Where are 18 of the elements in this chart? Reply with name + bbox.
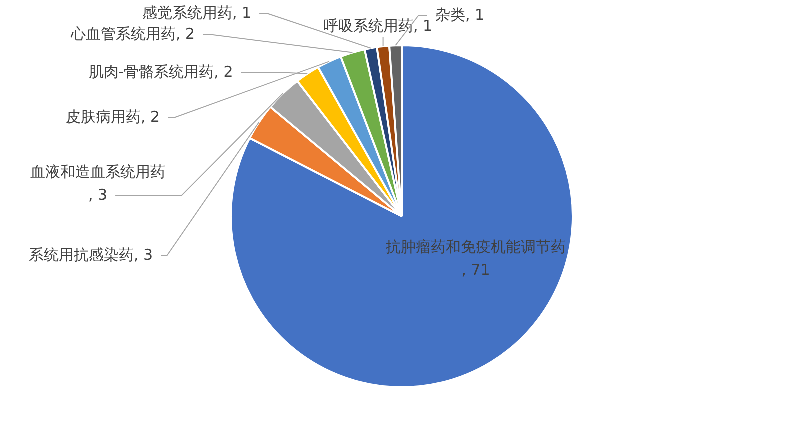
- data-label: , 2: [214, 62, 234, 81]
- slice-label: 杂类: [435, 6, 466, 24]
- slice-label: 血液和造血系统用药: [30, 162, 166, 181]
- data-label: , 2: [140, 108, 160, 126]
- data-label: , 3: [134, 246, 154, 264]
- data-label: , 2: [176, 24, 196, 43]
- slice-label: 肌肉-骨骼系统用药: [88, 62, 214, 81]
- slice-label: 感觉系统用药: [142, 4, 232, 22]
- slice-label: 抗肿瘤药和免疫机能调节药: [386, 238, 566, 256]
- data-label: , 1: [465, 6, 485, 24]
- slice-label: 呼吸系统用药: [323, 16, 414, 35]
- slice-label: 心血管系统用药: [70, 24, 176, 43]
- slice-label: 系统用抗感染药: [28, 246, 134, 264]
- data-label: , 1: [413, 16, 433, 35]
- slice-label: 皮肤病用药: [66, 108, 141, 126]
- data-label: , 3: [88, 186, 108, 204]
- data-label: , 1: [232, 4, 252, 22]
- data-label: , 71: [462, 260, 490, 279]
